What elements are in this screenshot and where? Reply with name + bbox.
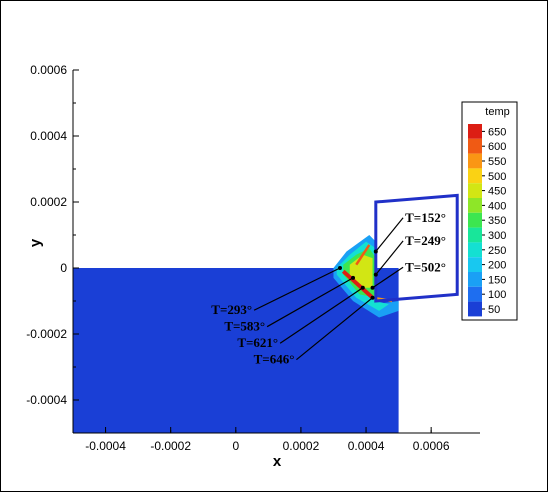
x-tick-label: 0.0006 [413,439,450,453]
annotation-leader-line [296,297,373,361]
annotation-leader-line [253,267,341,311]
x-tick-label: 0.0002 [283,439,320,453]
temperature-annotations: T=152° T=249° T=502° T=293° T=583°T=621° T=64… [211,210,446,367]
legend-swatch [468,242,482,258]
legend-swatch [468,168,482,184]
annotation-leader-line [372,266,404,289]
x-tick-label: -0.0002 [150,439,191,453]
annotation-leader-line [266,277,354,328]
annotation-leader-line [279,287,364,344]
workpiece-region [73,268,399,433]
legend-swatch [468,212,482,228]
annotation-label: T=249° [405,233,446,248]
x-tick-label: 0.0004 [348,439,385,453]
annotation-point [373,272,378,277]
legend-label: 400 [488,200,506,212]
y-tick-label: 0.0006 [30,63,67,77]
legend-label: 250 [488,245,506,257]
legend-label: 100 [488,289,506,301]
annotation-label: T=583° [224,319,265,334]
annotation-leader-line [375,217,404,252]
legend-label: 50 [488,304,500,316]
annotation-label: T=646° [254,352,295,367]
plot-area [73,193,459,433]
legend-swatch [468,198,482,213]
annotation-point [351,275,356,280]
legend-swatch [468,257,482,272]
legend-swatch [468,227,482,243]
legend-swatch [468,138,482,154]
annotation-label: T=293° [211,302,252,317]
x-tick-label: 0 [232,439,239,453]
annotation-label: T=502° [405,259,446,274]
y-tick-label: 0.0002 [30,195,67,209]
y-tick-label: 0 [60,261,67,275]
legend-label: 200 [488,260,506,272]
axes: -0.0004 -0.0002 0 0.0002 0.0004 0.0006 -0.0004… [26,63,480,453]
annotation-point [360,285,365,290]
legend-label: 300 [488,230,506,242]
legend-swatch [468,286,482,302]
legend-swatch [468,183,482,198]
legend-swatch [468,124,482,139]
annotation-label: T=621° [237,335,278,350]
legend-title: temp [485,106,509,118]
colorbar-legend: temp 650 600 550 500 450 400 350 300 250 200 150 100… [461,101,518,321]
y-tick-label: 0.0004 [30,129,67,143]
y-tick-label: -0.0002 [26,327,67,341]
y-axis-label: y [27,238,44,247]
heat-zone-level-450 [349,254,373,288]
annotation-label: T=152° [405,210,446,225]
legend-swatch [468,153,482,169]
cutting-tool-outline [374,193,459,303]
legend-label: 650 [488,126,506,138]
annotation-point [370,285,375,290]
legend-label: 600 [488,141,506,153]
legend-swatch [468,301,482,317]
annotation-point [370,295,375,300]
annotation-leader-line [375,240,404,275]
legend-swatch [468,272,482,287]
legend-label: 500 [488,171,506,183]
legend-label: 150 [488,274,506,286]
annotation-point [337,266,342,270]
annotation-point [373,249,378,254]
legend-label: 550 [488,156,506,168]
x-tick-label: -0.0004 [85,439,126,453]
chip-hot-streak [355,244,371,266]
legend-label: 350 [488,215,506,227]
x-axis-label: x [273,453,282,470]
legend-label: 450 [488,186,506,198]
y-tick-label: -0.0004 [26,393,67,407]
shear-band [341,269,374,300]
